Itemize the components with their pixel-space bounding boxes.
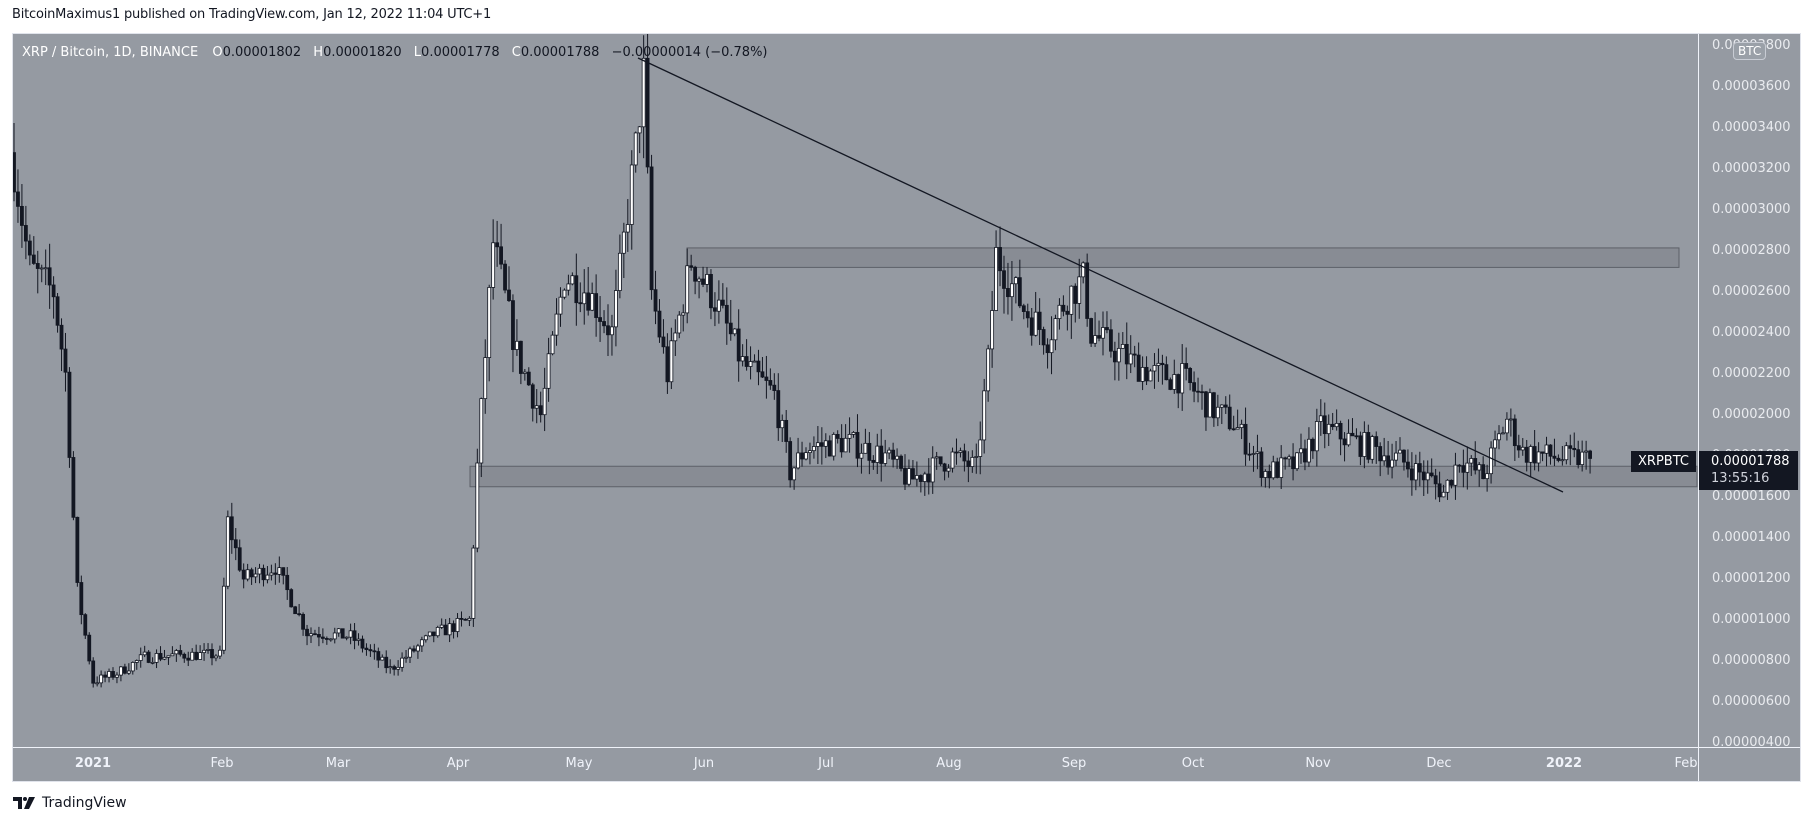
candlestick-chart bbox=[13, 34, 1698, 688]
tradingview-branding[interactable]: TradingView bbox=[13, 795, 127, 811]
ohlc-legend: XRP / Bitcoin, 1D, BINANCE O0.00001802 H… bbox=[22, 45, 776, 60]
bar-countdown: 13:55:16 bbox=[1711, 471, 1770, 486]
price-axis-label: 0.00002600 bbox=[1712, 284, 1791, 299]
time-axis-label: 2021 bbox=[74, 756, 112, 771]
low-value: 0.00001778 bbox=[421, 45, 500, 60]
high-label: H bbox=[313, 45, 324, 60]
price-axis-label: 0.00000600 bbox=[1712, 694, 1791, 709]
time-axis-label: Jun bbox=[693, 756, 715, 771]
price-axis-label: 0.00002200 bbox=[1712, 366, 1791, 381]
low-label: L bbox=[413, 45, 422, 60]
price-axis[interactable]: 0.000038000.000036000.000034000.00003200… bbox=[1699, 34, 1800, 747]
price-axis-label: 0.00003400 bbox=[1712, 120, 1791, 135]
price-axis-label: 0.00001000 bbox=[1712, 612, 1791, 627]
open-label: O bbox=[212, 45, 223, 60]
time-axis-label: Sep bbox=[1061, 756, 1087, 771]
time-axis-label: 2022 bbox=[1545, 756, 1583, 771]
time-axis-separator bbox=[13, 747, 1800, 748]
time-axis-label: Oct bbox=[1181, 756, 1205, 771]
time-axis-label: Feb bbox=[1674, 756, 1698, 771]
last-price-value: 0.00001788 bbox=[1711, 454, 1790, 469]
published-line: BitcoinMaximus1 published on TradingView… bbox=[12, 7, 492, 22]
price-axis-separator bbox=[1698, 34, 1699, 781]
time-axis-label: Feb bbox=[210, 756, 234, 771]
descending-trendline[interactable] bbox=[637, 57, 1564, 493]
price-axis-label: 0.00001200 bbox=[1712, 571, 1791, 586]
symbol-price-tag: XRPBTC bbox=[1631, 451, 1696, 472]
time-axis-label: Dec bbox=[1426, 756, 1452, 771]
resistance-zone[interactable] bbox=[686, 247, 1680, 268]
brand-name: TradingView bbox=[42, 795, 127, 811]
currency-badge[interactable]: BTC bbox=[1733, 42, 1767, 60]
price-axis-label: 0.00002400 bbox=[1712, 325, 1791, 340]
time-axis-label: Apr bbox=[446, 756, 470, 771]
close-value: 0.00001788 bbox=[520, 45, 600, 60]
price-axis-label: 0.00002000 bbox=[1712, 407, 1791, 422]
time-axis-label: Jul bbox=[818, 756, 834, 771]
time-axis[interactable]: 2021 Feb Mar Apr May Jun Jul Aug Sep Oct Nov Dec 202… bbox=[13, 748, 1698, 781]
price-axis-label: 0.00003200 bbox=[1712, 161, 1791, 176]
price-axis-label: 0.00003000 bbox=[1712, 202, 1791, 217]
change-value: −0.00000014 (−0.78%) bbox=[611, 45, 768, 60]
price-axis-label: 0.00002800 bbox=[1712, 243, 1791, 258]
open-value: 0.00001802 bbox=[222, 45, 302, 60]
price-axis-label: 0.00003600 bbox=[1712, 79, 1791, 94]
chart-pane[interactable] bbox=[13, 34, 1698, 747]
price-axis-label: 0.00001400 bbox=[1712, 530, 1791, 545]
time-axis-label: Mar bbox=[325, 756, 351, 771]
high-value: 0.00001820 bbox=[323, 45, 402, 60]
last-price-tag: 0.00001788 13:55:16 bbox=[1699, 451, 1798, 490]
price-axis-label: 0.00001600 bbox=[1712, 489, 1791, 504]
support-zone[interactable] bbox=[469, 465, 1698, 488]
symbol-title: XRP / Bitcoin, 1D, BINANCE bbox=[22, 45, 199, 60]
price-axis-label: 0.00000800 bbox=[1712, 653, 1791, 668]
price-axis-label: 0.00000400 bbox=[1712, 735, 1791, 747]
close-label: C bbox=[511, 45, 521, 60]
time-axis-label: Aug bbox=[936, 756, 962, 771]
time-axis-label: Nov bbox=[1305, 756, 1331, 771]
tradingview-logo-icon bbox=[13, 797, 35, 809]
time-axis-label: May bbox=[565, 756, 593, 771]
chart-frame bbox=[12, 33, 1801, 782]
